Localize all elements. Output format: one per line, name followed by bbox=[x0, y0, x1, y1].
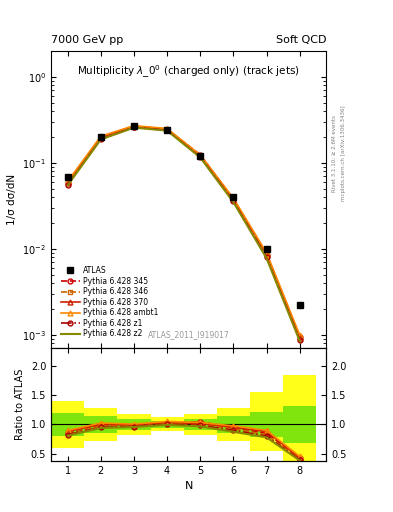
Pythia 6.428 345 bbox=[99, 135, 103, 141]
Pythia 6.428 346 bbox=[99, 135, 103, 141]
ATLAS bbox=[99, 134, 103, 140]
Line: Pythia 6.428 370: Pythia 6.428 370 bbox=[65, 124, 302, 339]
Pythia 6.428 z2 bbox=[165, 127, 169, 134]
Text: Rivet 3.1.10; ≥ 2.6M events: Rivet 3.1.10; ≥ 2.6M events bbox=[332, 115, 337, 192]
Pythia 6.428 370 bbox=[132, 123, 136, 129]
ATLAS bbox=[298, 303, 302, 309]
Pythia 6.428 z2 bbox=[132, 124, 136, 131]
Text: mcplots.cern.ch [arXiv:1306.3436]: mcplots.cern.ch [arXiv:1306.3436] bbox=[341, 106, 346, 201]
Pythia 6.428 345 bbox=[231, 196, 236, 202]
Y-axis label: Ratio to ATLAS: Ratio to ATLAS bbox=[15, 369, 25, 440]
Pythia 6.428 345 bbox=[198, 152, 203, 158]
Pythia 6.428 z1 bbox=[198, 154, 203, 160]
Pythia 6.428 346 bbox=[132, 123, 136, 130]
Pythia 6.428 346 bbox=[264, 253, 269, 260]
Pythia 6.428 370 bbox=[198, 153, 203, 159]
Y-axis label: 1/σ dσ/dN: 1/σ dσ/dN bbox=[7, 174, 17, 225]
Line: ATLAS: ATLAS bbox=[65, 123, 303, 308]
Pythia 6.428 345 bbox=[165, 126, 169, 133]
Pythia 6.428 ambt1 bbox=[65, 178, 70, 184]
Pythia 6.428 z1 bbox=[132, 124, 136, 131]
Text: 7000 GeV pp: 7000 GeV pp bbox=[51, 35, 123, 45]
Pythia 6.428 345 bbox=[298, 334, 302, 340]
Pythia 6.428 345 bbox=[132, 123, 136, 130]
Pythia 6.428 z2 bbox=[99, 136, 103, 142]
ATLAS bbox=[264, 246, 269, 252]
Pythia 6.428 ambt1 bbox=[99, 133, 103, 139]
Pythia 6.428 ambt1 bbox=[231, 195, 236, 201]
Pythia 6.428 ambt1 bbox=[298, 332, 302, 338]
ATLAS bbox=[132, 123, 136, 129]
Pythia 6.428 z1 bbox=[65, 182, 70, 188]
Pythia 6.428 370 bbox=[65, 179, 70, 185]
Line: Pythia 6.428 346: Pythia 6.428 346 bbox=[65, 124, 302, 341]
X-axis label: N: N bbox=[184, 481, 193, 491]
Pythia 6.428 370 bbox=[165, 126, 169, 132]
Pythia 6.428 370 bbox=[231, 196, 236, 202]
Pythia 6.428 z1 bbox=[298, 336, 302, 343]
Pythia 6.428 370 bbox=[298, 334, 302, 340]
Pythia 6.428 345 bbox=[264, 252, 269, 258]
Pythia 6.428 346 bbox=[198, 153, 203, 159]
Pythia 6.428 346 bbox=[165, 126, 169, 133]
ATLAS bbox=[231, 194, 236, 200]
Pythia 6.428 345 bbox=[65, 180, 70, 186]
Pythia 6.428 ambt1 bbox=[264, 250, 269, 256]
Pythia 6.428 z1 bbox=[231, 198, 236, 204]
Pythia 6.428 ambt1 bbox=[165, 125, 169, 132]
Pythia 6.428 ambt1 bbox=[132, 122, 136, 129]
Pythia 6.428 370 bbox=[264, 250, 269, 257]
Legend: ATLAS, Pythia 6.428 345, Pythia 6.428 346, Pythia 6.428 370, Pythia 6.428 ambt1,: ATLAS, Pythia 6.428 345, Pythia 6.428 34… bbox=[58, 263, 161, 342]
Pythia 6.428 z1 bbox=[99, 136, 103, 142]
Line: Pythia 6.428 345: Pythia 6.428 345 bbox=[65, 124, 302, 339]
Line: Pythia 6.428 ambt1: Pythia 6.428 ambt1 bbox=[65, 123, 302, 337]
Text: Soft QCD: Soft QCD bbox=[276, 35, 326, 45]
ATLAS bbox=[165, 127, 169, 134]
Pythia 6.428 z1 bbox=[264, 254, 269, 260]
Pythia 6.428 z2 bbox=[198, 155, 203, 161]
Pythia 6.428 370 bbox=[99, 134, 103, 140]
Pythia 6.428 ambt1 bbox=[198, 152, 203, 158]
Pythia 6.428 z2 bbox=[231, 199, 236, 205]
Pythia 6.428 346 bbox=[298, 336, 302, 342]
Text: ATLAS_2011_I919017: ATLAS_2011_I919017 bbox=[148, 330, 230, 339]
ATLAS bbox=[198, 153, 203, 159]
Pythia 6.428 346 bbox=[231, 197, 236, 203]
Pythia 6.428 z2 bbox=[298, 338, 302, 344]
Pythia 6.428 z1 bbox=[165, 127, 169, 134]
Line: Pythia 6.428 z1: Pythia 6.428 z1 bbox=[65, 125, 302, 342]
Pythia 6.428 346 bbox=[65, 180, 70, 186]
Pythia 6.428 z2 bbox=[264, 255, 269, 261]
Line: Pythia 6.428 z2: Pythia 6.428 z2 bbox=[68, 127, 300, 341]
Pythia 6.428 z2 bbox=[65, 182, 70, 188]
ATLAS bbox=[65, 174, 70, 180]
Text: Multiplicity $\lambda\_0^0$ (charged only) (track jets): Multiplicity $\lambda\_0^0$ (charged onl… bbox=[77, 63, 300, 80]
